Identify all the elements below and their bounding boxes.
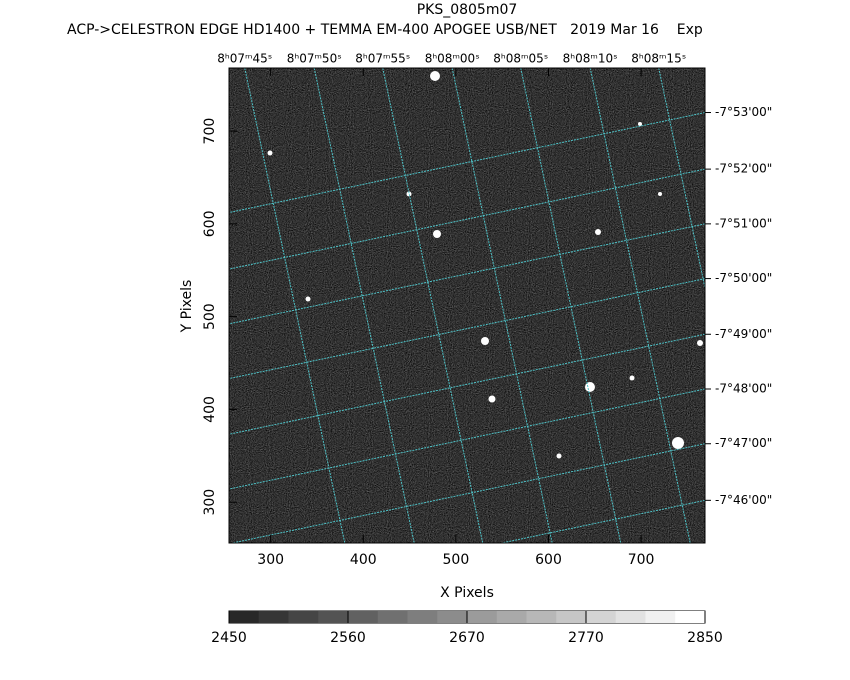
plot-frame (228, 67, 706, 544)
ra-tick-label: 8ʰ07ᵐ45ˢ (217, 52, 272, 66)
colorbar-step (318, 611, 349, 623)
dec-tick-label: -7°47'00" (715, 436, 772, 450)
x-axis-label: X Pixels (440, 585, 494, 601)
chart-subtitle: ACP->CELESTRON EDGE HD1400 + TEMMA EM-40… (67, 22, 703, 38)
colorbar-tick-label: 2450 (211, 630, 247, 646)
colorbar-step (229, 611, 260, 623)
x-tick-label: 300 (257, 552, 284, 568)
dec-grid-line (229, 388, 705, 490)
x-tick-label: 600 (535, 552, 562, 568)
y-tick-label: 400 (202, 396, 218, 423)
image-noise (229, 68, 705, 543)
stars (267, 71, 703, 459)
x-tick-label: 700 (628, 552, 655, 568)
wcs-grid (229, 68, 705, 543)
dec-grid-line (229, 223, 705, 325)
ra-tick-label: 8ʰ08ᵐ15ˢ (631, 52, 686, 66)
y-tick-label: 300 (202, 489, 218, 516)
colorbar-tick-label: 2770 (568, 630, 604, 646)
dec-tick-label: -7°48'00" (715, 381, 772, 395)
dec-tick-label: -7°50'00" (715, 271, 772, 285)
dec-grid-line (229, 112, 705, 214)
y-axis-label: Y Pixels (179, 280, 195, 334)
chart-title: PKS_0805m07 (417, 2, 518, 18)
ra-tick-label: 8ʰ08ᵐ05ˢ (493, 52, 548, 66)
y-tick-label: 500 (202, 303, 218, 330)
dec-grid-line (229, 168, 705, 270)
colorbar-tick-label: 2560 (330, 630, 366, 646)
colorbar-step (675, 611, 706, 623)
dec-tick-label: -7°52'00" (715, 162, 772, 176)
dec-tick-label: -7°53'00" (715, 105, 772, 119)
colorbar-step (496, 611, 527, 623)
colorbar-step (615, 611, 646, 623)
x-tick-label: 500 (443, 552, 470, 568)
dec-tick-label: -7°49'00" (715, 327, 772, 341)
ra-tick-label: 8ʰ07ᵐ55ˢ (355, 52, 410, 66)
colorbar-step (407, 611, 438, 623)
colorbar-step (645, 611, 676, 623)
colorbar-step (467, 611, 498, 623)
ra-tick-label: 8ʰ08ᵐ00ˢ (425, 52, 480, 66)
dec-grid-line (229, 333, 705, 435)
colorbar-step (437, 611, 468, 623)
colorbar-step (348, 611, 379, 623)
colorbar-tick-label: 2670 (449, 630, 485, 646)
colorbar-step (258, 611, 289, 623)
colorbar-step (377, 611, 408, 623)
ra-tick-label: 8ʰ07ᵐ50ˢ (287, 52, 342, 66)
colorbar-tick-label: 2850 (687, 630, 723, 646)
y-tick-label: 700 (202, 118, 218, 145)
dec-tick-label: -7°51'00" (715, 216, 772, 230)
x-tick-label: 400 (350, 552, 377, 568)
ra-tick-label: 8ʰ08ᵐ10ˢ (563, 52, 618, 66)
dec-grid-line (499, 499, 705, 543)
colorbar-step (586, 611, 617, 623)
dec-grid-line (230, 443, 705, 543)
dec-tick-label: -7°46'00" (715, 493, 772, 507)
dec-grid-line (229, 278, 705, 380)
y-tick-label: 600 (202, 210, 218, 237)
colorbar-step (556, 611, 587, 623)
colorbar-step (526, 611, 557, 623)
colorbar-step (288, 611, 319, 623)
